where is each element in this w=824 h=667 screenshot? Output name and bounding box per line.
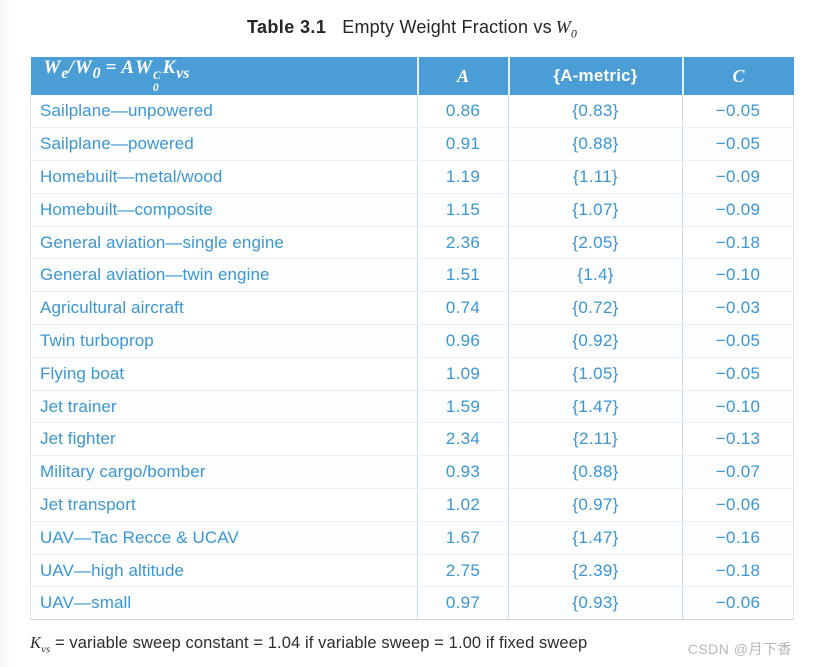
aircraft-type: Jet fighter: [30, 422, 418, 457]
value-a: 1.59: [417, 390, 509, 424]
value-a-metric: {1.47}: [508, 521, 683, 555]
value-a: 0.96: [417, 324, 509, 358]
table-row: Agricultural aircraft 0.74 {0.72} −0.03: [30, 291, 794, 326]
value-a-metric: {1.11}: [508, 160, 683, 194]
aircraft-type: Twin turboprop: [30, 324, 418, 358]
value-a-metric: {0.72}: [508, 291, 683, 326]
value-a: 1.51: [417, 258, 509, 293]
value-a-metric: {2.39}: [508, 554, 683, 588]
table-row: Homebuilt—composite 1.15 {1.07} −0.09: [30, 193, 794, 227]
aircraft-type: Jet transport: [30, 488, 418, 522]
value-c: −0.18: [682, 554, 794, 588]
header-col-a: A: [417, 57, 510, 95]
value-a: 1.09: [417, 357, 509, 391]
footnote-text: = variable sweep constant = 1.04 if vari…: [54, 634, 588, 652]
table-row: Jet trainer 1.59 {1.47} −0.10: [30, 390, 794, 424]
aircraft-type: UAV—high altitude: [30, 554, 418, 588]
value-c: −0.10: [682, 258, 794, 293]
table-row: Military cargo/bomber 0.93 {0.88} −0.07: [30, 455, 794, 490]
value-c: −0.05: [682, 357, 794, 391]
value-c: −0.06: [682, 488, 794, 522]
value-a-metric: {0.88}: [508, 455, 683, 490]
aircraft-type: General aviation—twin engine: [30, 258, 418, 293]
value-c: −0.03: [682, 291, 794, 326]
empty-weight-fraction-table: We/W0 = AW C 0 Kvs A {A-metric} C Sailplane—u…: [30, 57, 794, 621]
table-row: Sailplane—powered 0.91 {0.88} −0.05: [30, 127, 794, 162]
value-a-metric: {0.97}: [508, 488, 683, 522]
value-a: 0.86: [417, 95, 509, 129]
value-c: −0.09: [682, 193, 794, 227]
table-row: General aviation—single engine 2.36 {2.05}…: [30, 226, 794, 260]
value-a-metric: {1.07}: [508, 193, 683, 227]
table-row: Sailplane—unpowered 0.86 {0.83} −0.05: [30, 95, 794, 129]
caption-number: Table 3.1: [246, 17, 327, 37]
value-a: 0.74: [417, 291, 509, 326]
value-c: −0.09: [682, 160, 794, 194]
aircraft-type: Jet trainer: [30, 390, 418, 424]
aircraft-type: Homebuilt—composite: [30, 193, 418, 227]
aircraft-type: UAV—small: [30, 586, 418, 621]
caption-text: Empty Weight Fraction vs: [342, 17, 552, 37]
aircraft-type: Sailplane—unpowered: [30, 95, 418, 129]
table-row: Homebuilt—metal/wood 1.19 {1.11} −0.09: [30, 160, 794, 194]
header-col-a-metric: {A-metric}: [508, 57, 684, 95]
value-a: 0.97: [417, 586, 509, 621]
value-a: 1.15: [417, 193, 509, 227]
value-a: 1.67: [417, 521, 509, 555]
table-header: We/W0 = AW C 0 Kvs A {A-metric} C: [30, 57, 794, 95]
table-caption: Table 3.1 Empty Weight Fraction vs W0: [0, 17, 824, 41]
table-row: Jet fighter 2.34 {2.11} −0.13: [30, 422, 794, 457]
kvs-symbol: Kvs: [30, 633, 51, 656]
value-a-metric: {0.88}: [508, 127, 683, 162]
header-formula: We/W0 = AW C 0 Kvs: [30, 57, 419, 95]
value-c: −0.13: [682, 422, 794, 457]
value-a-metric: {1.47}: [508, 390, 683, 424]
aircraft-type: Sailplane—powered: [30, 127, 418, 162]
aircraft-type: Military cargo/bomber: [30, 455, 418, 490]
header-row: We/W0 = AW C 0 Kvs A {A-metric} C: [30, 57, 794, 95]
value-c: −0.18: [682, 226, 794, 260]
table-row: General aviation—twin engine 1.51 {1.4} −0.…: [30, 258, 794, 293]
table-row: UAV—Tac Recce & UCAV 1.67 {1.47} −0.16: [30, 521, 794, 555]
value-a-metric: {0.93}: [508, 586, 683, 621]
table-footnote: Kvs = variable sweep constant = 1.04 if …: [30, 633, 587, 655]
value-a: 2.75: [417, 554, 509, 588]
value-a-metric: {1.05}: [508, 357, 683, 391]
table-row: UAV—small 0.97 {0.93} −0.06: [30, 586, 794, 621]
value-c: −0.10: [682, 390, 794, 424]
value-a-metric: {2.11}: [508, 422, 683, 457]
value-a: 0.91: [417, 127, 509, 162]
value-c: −0.05: [682, 127, 794, 162]
table-body: Sailplane—unpowered 0.86 {0.83} −0.05 Sailpl…: [30, 95, 794, 621]
table-row: UAV—high altitude 2.75 {2.39} −0.18: [30, 554, 794, 588]
value-c: −0.07: [682, 455, 794, 490]
aircraft-type: Flying boat: [30, 357, 418, 391]
table-row: Flying boat 1.09 {1.05} −0.05: [30, 357, 794, 391]
aircraft-type: Homebuilt—metal/wood: [30, 160, 418, 194]
value-a-metric: {0.92}: [508, 324, 683, 358]
value-a: 0.93: [417, 455, 509, 490]
table-row: Twin turboprop 0.96 {0.92} −0.05: [30, 324, 794, 358]
aircraft-type: Agricultural aircraft: [30, 291, 418, 326]
value-a: 1.19: [417, 160, 509, 194]
caption-variable: W0: [555, 17, 578, 41]
value-a-metric: {1.4}: [508, 258, 683, 293]
aircraft-type: General aviation—single engine: [30, 226, 418, 260]
value-a-metric: {2.05}: [508, 226, 683, 260]
value-a: 1.02: [417, 488, 509, 522]
value-a: 2.36: [417, 226, 509, 260]
header-col-c: C: [682, 57, 794, 95]
table-row: Jet transport 1.02 {0.97} −0.06: [30, 488, 794, 522]
csdn-watermark: CSDN @月下香: [687, 641, 792, 657]
value-c: −0.16: [682, 521, 794, 555]
aircraft-type: UAV—Tac Recce & UCAV: [30, 521, 418, 555]
value-c: −0.06: [682, 586, 794, 621]
value-c: −0.05: [682, 95, 794, 129]
value-a-metric: {0.83}: [508, 95, 683, 129]
value-c: −0.05: [682, 324, 794, 358]
value-a: 2.34: [417, 422, 509, 457]
